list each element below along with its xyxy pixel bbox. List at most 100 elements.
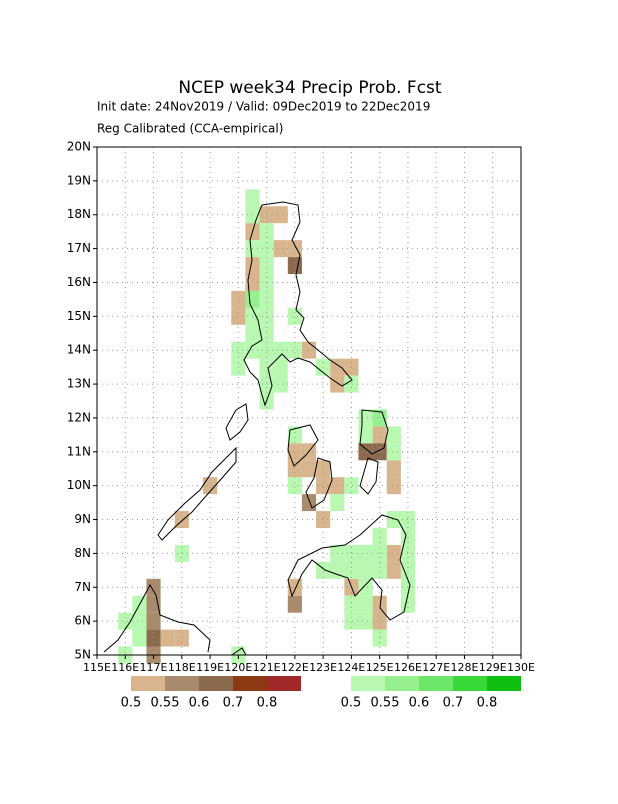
frame	[96, 146, 522, 656]
dry-cell	[316, 477, 331, 495]
dry-cell	[231, 290, 246, 308]
x-tick-label: 124E	[337, 661, 365, 674]
wet-cell	[245, 290, 260, 308]
y-tick-label: 11N	[67, 444, 91, 458]
coastlines	[103, 201, 411, 656]
wet-cell	[372, 528, 387, 545]
dry-cell	[174, 629, 189, 647]
wet-cell	[132, 612, 147, 630]
dry-cell	[146, 595, 161, 613]
wet-cell	[372, 629, 387, 647]
dry-cell	[372, 595, 387, 613]
wet-legend-label: 0.6	[409, 696, 430, 711]
dry-cell	[160, 629, 175, 647]
x-tick-label: 120E	[224, 661, 252, 674]
wet-cell	[287, 477, 302, 495]
dry-legend-swatch	[165, 676, 199, 691]
wet-cell	[273, 358, 288, 376]
x-tick-label: 123E	[309, 661, 337, 674]
y-tick-label: 5N	[74, 648, 91, 662]
wet-cell	[259, 223, 274, 241]
wet-cell	[245, 324, 260, 342]
y-tick-label: 12N	[67, 410, 91, 424]
wet-cell	[400, 561, 415, 579]
wet-legend-label: 0.7	[443, 696, 464, 711]
dry-cell	[245, 257, 260, 274]
borneo	[103, 583, 211, 653]
wet-cell	[372, 561, 387, 579]
dry-cell	[372, 426, 387, 444]
wet-cell	[259, 341, 274, 359]
wet-legend-label: 0.8	[477, 696, 498, 711]
wet-cell	[259, 240, 274, 258]
y-tick-label: 9N	[74, 512, 91, 526]
dry-cell	[203, 477, 218, 495]
x-tick-label: 130E	[507, 661, 535, 674]
y-tick-label: 18N	[67, 207, 91, 221]
dry-cell	[316, 460, 331, 478]
wet-cell	[344, 595, 359, 613]
samar	[359, 409, 389, 455]
wet-cell	[344, 375, 359, 393]
dry-cell	[287, 460, 302, 478]
x-tick-label: 126E	[394, 661, 422, 674]
method: Reg Calibrated (CCA-empirical)	[97, 122, 283, 136]
dry-cell	[372, 612, 387, 630]
wet-cell	[358, 409, 373, 427]
wet-legend-swatch	[419, 676, 453, 691]
x-tick-label: 118E	[168, 661, 196, 674]
grid: 115E 116E 117E 118E 119E 120E 121E 122E 123E 124E…	[67, 140, 535, 675]
wet-cell	[358, 578, 373, 596]
leyte	[359, 457, 379, 495]
wet-cell	[330, 494, 345, 512]
dry-cell	[386, 544, 401, 562]
dry-legend-swatch	[233, 676, 267, 691]
dry-legend-swatch	[199, 676, 233, 691]
wet-cell	[344, 544, 359, 562]
wet-cell	[273, 341, 288, 359]
y-tick-label: 8N	[74, 546, 91, 560]
x-tick-label: 115E	[83, 661, 111, 674]
wet-legend-swatch	[487, 676, 521, 691]
wet-cell	[259, 257, 274, 274]
wet-cell	[358, 595, 373, 613]
y-tick-label: 14N	[67, 343, 91, 357]
wet-cell	[287, 426, 302, 444]
dry-cell	[301, 460, 317, 478]
dry-legend-label: 0.55	[151, 696, 180, 711]
luzon	[243, 201, 353, 407]
wet-cell	[259, 290, 274, 308]
sulawesi	[231, 647, 247, 656]
wet-cell	[259, 307, 274, 325]
y-tick-label: 19N	[67, 173, 91, 187]
dry-legend-swatch	[131, 676, 165, 691]
x-tick-label: 122E	[281, 661, 309, 674]
dry-cell	[273, 240, 288, 258]
wet-cell	[358, 544, 373, 562]
y-tick-label: 6N	[74, 614, 91, 628]
panay	[287, 424, 319, 467]
title: NCEP week34 Precip Prob. Fcst	[178, 78, 442, 98]
wet-legend-swatch	[351, 676, 385, 691]
dry-cell	[231, 307, 246, 325]
colorbars: 0.5 0.55 0.6 0.7 0.8 0.5 0.55 0.6 0.7 0.8	[121, 676, 521, 711]
dry-cell	[316, 511, 331, 528]
dry-legend-swatch	[267, 676, 301, 691]
x-tick-label: 127E	[422, 661, 450, 674]
dry-cell	[372, 443, 387, 461]
dry-cell	[287, 257, 302, 274]
y-tick-label: 7N	[74, 580, 91, 594]
wet-cell	[287, 341, 302, 359]
wet-legend-swatch	[453, 676, 487, 691]
dry-legend-label: 0.6	[189, 696, 210, 711]
x-tick-label: 128E	[450, 661, 478, 674]
wet-cell	[386, 511, 401, 528]
negros	[305, 457, 333, 509]
wet-cell	[400, 595, 415, 613]
x-tick-label: 117E	[140, 661, 168, 674]
dry-cell	[301, 494, 317, 512]
wet-cell	[358, 561, 373, 579]
wet-legend-label: 0.5	[341, 696, 362, 711]
wet-cell	[132, 629, 147, 647]
